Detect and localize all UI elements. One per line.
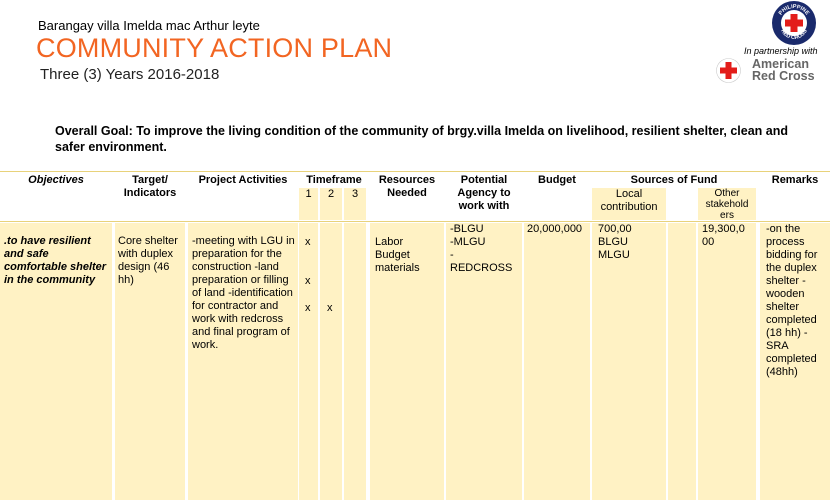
col-tf3: 3 (351, 188, 359, 200)
american-red-cross-name: American Red Cross (752, 57, 815, 83)
red-cross-icon (716, 58, 741, 83)
target-cell: Core shelter with duplex design (46 hh) (118, 235, 178, 286)
plan-years: Three (3) Years 2016-2018 (40, 66, 220, 83)
local-contribution-cell: 700,00 BLGU MLGU (598, 223, 632, 261)
col-tf2: 2 (327, 188, 335, 200)
tf1-mark: x (305, 236, 311, 248)
table-header-rule (0, 221, 830, 222)
barangay-label: Barangay villa Imelda mac Arthur leyte (38, 18, 260, 33)
col-agency: Potential Agency to work with (457, 174, 511, 212)
action-plan-table: Objectives Target/ Indicators Project Ac… (0, 171, 830, 500)
col-sources-of-fund: Sources of Fund (630, 174, 718, 186)
tf2-mark: x (327, 302, 333, 314)
objective-cell: .to have resilient and safe comfortable … (4, 235, 107, 286)
col-other-stakeholders: Other stakehold ers (705, 188, 749, 221)
overall-goal: Overall Goal: To improve the living cond… (55, 124, 789, 154)
tf1-mark: x (305, 302, 311, 314)
philippine-red-cross-logo: PHILIPPINE RED CROSS (772, 1, 816, 45)
agency-cell: -BLGU -MLGU - REDCROSS (450, 223, 513, 274)
page-title: COMMUNITY ACTION PLAN (36, 33, 393, 63)
activities-cell: -meeting with LGU in preparation for the… (192, 235, 295, 351)
partnership-text: In partnership with (744, 46, 818, 56)
col-budget: Budget (538, 174, 576, 186)
col-activities: Project Activities (198, 174, 288, 186)
col-resources: Resources Needed (378, 174, 436, 199)
col-remarks: Remarks (771, 174, 819, 186)
col-timeframe: Timeframe (306, 174, 362, 186)
other-stakeholders-cell: 19,300,0 00 (702, 223, 745, 248)
table-top-rule (0, 171, 830, 172)
col-tf1: 1 (305, 188, 312, 200)
remarks-cell: -on the process bidding for the duplex s… (766, 223, 818, 378)
resources-cell: Labor Budget materials (375, 236, 420, 274)
col-local-contribution: Local contribution (600, 188, 658, 213)
col-objectives: Objectives (28, 174, 84, 186)
col-target: Target/ Indicators (123, 174, 177, 199)
tf1-mark: x (305, 275, 311, 287)
budget-cell: 20,000,000 (527, 223, 583, 235)
